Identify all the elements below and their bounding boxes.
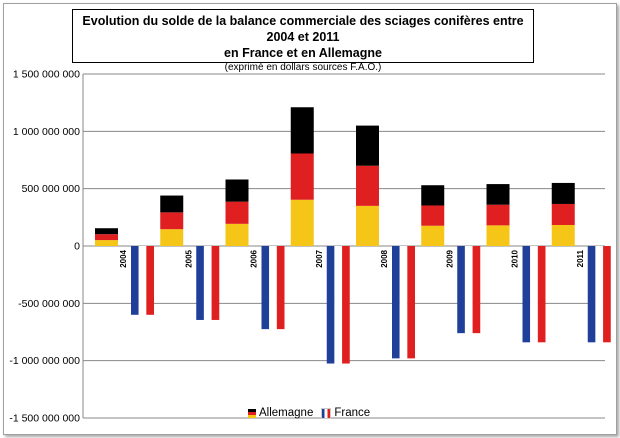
chart-title-line2: en France et en Allemagne — [224, 46, 382, 60]
bar-allemagne-black — [95, 228, 118, 235]
y-tick-label: 500 000 000 — [22, 183, 81, 195]
bar-allemagne-red — [95, 234, 118, 241]
bar-allemagne-black — [225, 179, 249, 202]
chart-subtitle: (exprimé en dollars sources F.A.O.) — [224, 62, 382, 73]
bar-france-blue — [522, 246, 531, 343]
bar-france-white — [530, 246, 538, 343]
legend-item-france: France — [321, 407, 370, 419]
legend: Allemagne France — [248, 407, 378, 419]
bar-france-white — [203, 246, 212, 320]
bar-france-red — [603, 246, 611, 343]
bar-allemagne-gold — [486, 225, 510, 246]
y-tick-label: -1 500 000 000 — [9, 413, 80, 425]
bar-allemagne-black — [486, 184, 510, 205]
bar-france-blue — [261, 246, 270, 330]
bar-allemagne-gold — [95, 240, 118, 246]
bar-allemagne-red — [486, 204, 510, 226]
bar-allemagne-gold — [290, 199, 314, 246]
x-category-label: 2009 — [445, 249, 454, 267]
bar-france-blue — [326, 246, 335, 364]
bar-allemagne-gold — [160, 229, 184, 246]
bar-allemagne-red — [225, 201, 249, 224]
x-category-label: 2008 — [380, 249, 389, 267]
x-category-label: 2007 — [315, 249, 324, 267]
bar-france-white — [269, 246, 277, 330]
bar-allemagne-red — [421, 205, 445, 226]
bar-france-blue — [457, 246, 465, 334]
bar-allemagne-black — [551, 182, 575, 204]
bar-allemagne-gold — [356, 205, 379, 246]
bar-allemagne-black — [356, 125, 379, 166]
bar-allemagne-gold — [225, 223, 249, 246]
x-category-label: 2010 — [511, 249, 520, 267]
bar-allemagne-red — [551, 203, 575, 225]
x-category-label: 2005 — [184, 249, 193, 267]
bar-france-white — [595, 246, 604, 343]
y-tick-label: 0 — [74, 241, 80, 253]
bar-france-red — [537, 246, 546, 343]
y-tick-label: 1 000 000 000 — [13, 126, 80, 138]
bar-france-red — [342, 246, 350, 364]
y-tick-label: 1 500 000 000 — [13, 69, 80, 81]
bar-france-blue — [392, 246, 400, 359]
chart-title-box: Evolution du solde de la balance commerc… — [72, 9, 534, 73]
bar-france-blue — [131, 246, 139, 315]
bar-allemagne-black — [160, 195, 184, 213]
bar-allemagne-black — [421, 185, 445, 206]
bar-allemagne-gold — [421, 225, 445, 246]
x-category-label: 2011 — [576, 249, 585, 267]
france-flag-icon — [321, 407, 332, 419]
bar-france-white — [334, 246, 343, 364]
bar-allemagne-gold — [551, 224, 575, 246]
bar-france-red — [472, 246, 481, 334]
bar-france-red — [211, 246, 220, 320]
bar-france-white — [138, 246, 147, 315]
bar-allemagne-red — [290, 153, 314, 200]
legend-item-allemagne: Allemagne — [248, 407, 313, 419]
x-category-label: 2004 — [119, 249, 128, 267]
y-tick-label: -1 000 000 000 — [9, 355, 80, 367]
x-category-label: 2006 — [250, 249, 259, 267]
bar-france-red — [146, 246, 154, 315]
bar-france-white — [399, 246, 408, 359]
germany-flag-icon — [248, 408, 256, 418]
bar-france-red — [276, 246, 285, 330]
chart-title-line1: Evolution du solde de la balance commerc… — [82, 14, 524, 44]
bar-allemagne-red — [160, 212, 184, 230]
bar-france-blue — [196, 246, 204, 320]
legend-label-france: France — [334, 407, 371, 419]
bar-france-white — [464, 246, 473, 334]
bar-allemagne-red — [356, 165, 379, 206]
y-tick-label: -500 000 000 — [18, 298, 80, 310]
bar-france-red — [407, 246, 415, 359]
bar-france-blue — [587, 246, 596, 343]
bar-allemagne-black — [290, 107, 314, 154]
legend-label-allemagne: Allemagne — [259, 407, 314, 419]
